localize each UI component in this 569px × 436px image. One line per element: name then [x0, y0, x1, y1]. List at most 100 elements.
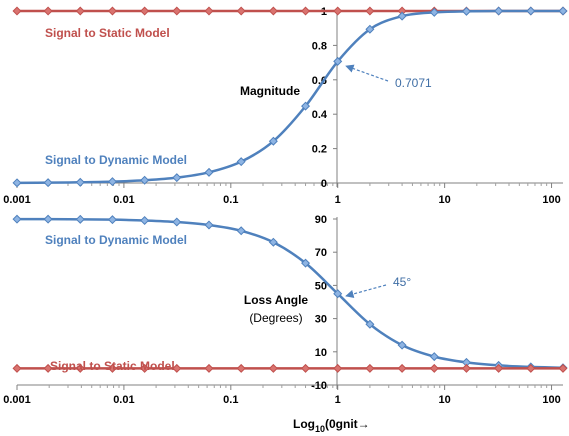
- data-point: [397, 363, 407, 373]
- x-tick-label: 0.001: [3, 394, 31, 406]
- y-tick-label: 0: [321, 178, 327, 190]
- data-point: [268, 6, 278, 16]
- y-tick-label: 0.8: [312, 40, 327, 52]
- data-point: [43, 214, 53, 224]
- y-tick-label: 30: [315, 314, 327, 326]
- data-point: [301, 363, 311, 373]
- data-point: [429, 7, 439, 17]
- data-point: [172, 173, 182, 183]
- x-axis-title: Log10(0gnit→: [293, 417, 370, 434]
- annotation-text: 45°: [393, 275, 411, 289]
- data-point: [75, 177, 85, 187]
- data-point: [75, 363, 85, 373]
- x-tick-label: 10: [439, 394, 451, 406]
- data-point: [365, 363, 375, 373]
- series-label: Signal to Dynamic Model: [45, 153, 187, 167]
- data-point: [140, 215, 150, 226]
- data-point: [236, 6, 246, 16]
- x-tick-label: 10: [439, 194, 451, 206]
- x-tick-label: 100: [542, 194, 560, 206]
- series-label: Signal to Static Model: [45, 26, 170, 40]
- y-tick-label: 90: [315, 214, 327, 226]
- annotation-arrow: [345, 284, 387, 299]
- panel-label: Magnitude: [240, 84, 300, 98]
- data-point: [494, 6, 504, 16]
- data-point: [461, 363, 471, 373]
- data-point: [301, 101, 311, 111]
- data-point: [461, 6, 471, 16]
- data-point: [172, 217, 182, 227]
- data-point: [172, 363, 182, 373]
- data-point: [75, 6, 85, 16]
- y-tick-label: 10: [315, 347, 327, 359]
- x-axis-title-subscript: 10: [315, 424, 325, 434]
- data-point: [43, 178, 53, 188]
- data-point: [204, 363, 214, 373]
- data-point: [301, 258, 311, 268]
- data-point: [558, 6, 568, 16]
- data-point: [365, 319, 375, 329]
- data-point: [12, 178, 22, 188]
- data-point: [301, 6, 311, 16]
- data-point: [268, 363, 278, 373]
- y-tick-label: 70: [315, 247, 327, 259]
- panel-sublabel: (Degrees): [249, 311, 302, 325]
- data-point: [12, 6, 22, 16]
- chart-panel-2: 0.001 0.01 0.1 1 10 100 -10 10 30 50 70 90 Signal to…: [3, 214, 568, 434]
- x-tick-label: 0.01: [113, 394, 134, 406]
- data-point: [333, 363, 343, 373]
- data-point: [365, 6, 375, 16]
- x-tick-label: 0.1: [223, 394, 238, 406]
- data-point: [204, 6, 214, 16]
- data-point: [365, 24, 375, 34]
- x-tick-label: 0.001: [3, 194, 31, 206]
- data-point: [397, 340, 407, 350]
- data-point: [268, 136, 278, 146]
- series-label: Signal to Static Model: [50, 359, 175, 373]
- data-point: [429, 363, 439, 373]
- data-point: [140, 363, 150, 373]
- data-point: [268, 237, 278, 247]
- data-point: [204, 220, 214, 230]
- data-point: [12, 214, 22, 224]
- data-point: [558, 363, 568, 373]
- data-point: [43, 6, 53, 16]
- y-tick-label: 50: [315, 280, 327, 292]
- data-point: [75, 214, 85, 224]
- y-tick-label: 0.6: [312, 75, 327, 87]
- x-tick-label: 100: [542, 394, 560, 406]
- data-point: [526, 363, 536, 373]
- x-axis-title-rest: (0gnit→: [325, 417, 370, 431]
- data-point: [140, 6, 150, 16]
- data-point: [429, 352, 439, 362]
- data-point: [333, 289, 343, 299]
- data-point: [140, 175, 150, 185]
- data-point: [236, 226, 246, 236]
- data-point: [236, 363, 246, 373]
- data-point: [204, 167, 214, 177]
- x-tick-label: 0.1: [223, 194, 238, 206]
- x-tick-label: 0.01: [113, 194, 134, 206]
- data-point: [236, 157, 246, 167]
- data-point: [333, 6, 343, 16]
- data-point: [172, 6, 182, 16]
- y-tick-label: -10: [311, 380, 327, 392]
- data-point: [43, 363, 53, 373]
- data-point: [333, 56, 343, 66]
- y-tick-label: 0.2: [312, 144, 327, 156]
- annotation-arrow: [345, 64, 389, 82]
- annotation-text: 0.7071: [395, 76, 432, 90]
- data-point: [397, 11, 407, 21]
- series-label: Signal to Dynamic Model: [45, 233, 187, 247]
- data-point: [526, 6, 536, 16]
- data-point: [107, 363, 117, 373]
- data-point: [107, 6, 117, 16]
- x-tick-label: 1: [335, 194, 341, 206]
- data-point: [12, 363, 22, 373]
- x-axis-title-base: Log: [293, 417, 315, 431]
- panel-label: Loss Angle: [244, 293, 309, 307]
- data-point: [107, 215, 117, 225]
